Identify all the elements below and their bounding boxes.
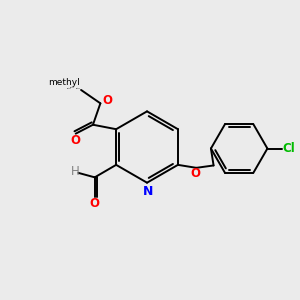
Text: O: O <box>102 94 112 107</box>
Text: methyl: methyl <box>67 88 72 89</box>
Text: O: O <box>70 134 80 147</box>
Text: methyl: methyl <box>76 88 81 89</box>
Text: methyl: methyl <box>48 78 80 87</box>
Text: H: H <box>70 165 79 178</box>
Text: Cl: Cl <box>282 142 295 155</box>
Text: methyl: methyl <box>70 87 75 88</box>
Text: N: N <box>142 184 153 197</box>
Text: O: O <box>191 167 201 180</box>
Text: O: O <box>89 197 99 210</box>
